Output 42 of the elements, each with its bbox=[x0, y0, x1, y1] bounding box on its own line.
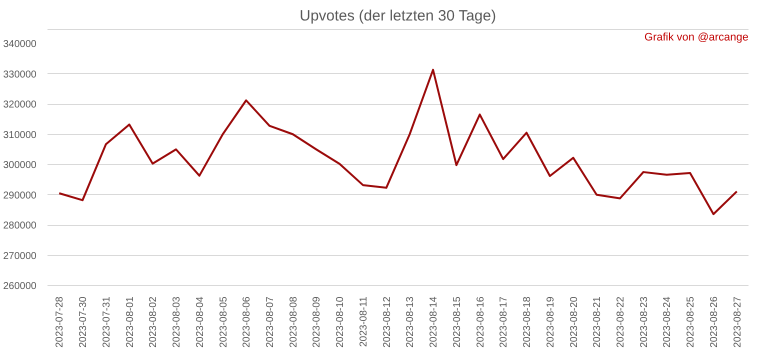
x-tick-label: 2023-08-25 bbox=[686, 296, 697, 348]
text: Grafik von @arcange bbox=[644, 32, 749, 44]
x-tick-label: 2023-08-15 bbox=[452, 296, 463, 348]
x-tick-label: 2023-08-22 bbox=[615, 296, 626, 348]
y-tick-label: 310000 bbox=[3, 130, 37, 141]
y-tick-label: 320000 bbox=[3, 100, 37, 110]
x-tick-label: 2023-08-27 bbox=[732, 296, 744, 348]
x-tick-label: 2023-08-17 bbox=[498, 296, 510, 348]
x-tick-label: 2023-08-18 bbox=[522, 296, 534, 348]
x-tick-label: 2023-08-12 bbox=[382, 296, 393, 348]
x-tick-label: 2023-07-30 bbox=[78, 296, 90, 348]
y-tick-label: 330000 bbox=[3, 69, 37, 80]
x-tick-label: 2023-08-14 bbox=[428, 296, 440, 348]
y-tick-label: 270000 bbox=[3, 250, 37, 262]
y-tick-label: 340000 bbox=[3, 39, 37, 50]
x-tick-label: 2023-08-10 bbox=[335, 296, 346, 348]
x-tick-label: 2023-08-05 bbox=[218, 296, 230, 348]
x-tick-label: 2023-08-11 bbox=[358, 296, 370, 347]
y-tick-label: 300000 bbox=[3, 160, 37, 171]
x-tick-label: 2023-08-07 bbox=[264, 296, 276, 348]
line-series bbox=[58, 68, 738, 216]
x-tick-label: 2023-08-20 bbox=[568, 296, 580, 348]
x-tick-label: 2023-08-19 bbox=[545, 296, 556, 348]
x-tick-label: 2023-08-02 bbox=[148, 296, 160, 348]
x-tick-label: 2023-08-13 bbox=[405, 296, 416, 348]
x-tick-label: 2023-08-04 bbox=[194, 296, 206, 348]
y-tick-label: 290000 bbox=[3, 190, 37, 202]
y-tick-label: 260000 bbox=[3, 281, 37, 292]
x-tick-label: 2023-08-16 bbox=[475, 296, 486, 348]
y-tick-label: 280000 bbox=[3, 220, 37, 232]
x-tick-label: 2023-08-08 bbox=[288, 296, 300, 348]
x-tick-label: 2023-08-24 bbox=[662, 296, 674, 348]
chart-title: Upvotes (der letzten 30 Tage) bbox=[300, 8, 496, 24]
x-tick-label: 2023-08-06 bbox=[242, 296, 253, 348]
x-tick-label: 2023-07-28 bbox=[54, 296, 66, 348]
x-tick-label: 2023-08-01 bbox=[124, 296, 136, 348]
x-tick-label: 2023-08-09 bbox=[312, 296, 323, 348]
x-tick-label: 2023-08-23 bbox=[638, 296, 650, 348]
x-tick-label: 2023-08-03 bbox=[172, 296, 183, 348]
x-tick-label: 2023-07-31 bbox=[101, 296, 112, 348]
x-tick-label: 2023-08-26 bbox=[708, 296, 720, 348]
x-tick-label: 2023-08-21 bbox=[592, 296, 604, 348]
